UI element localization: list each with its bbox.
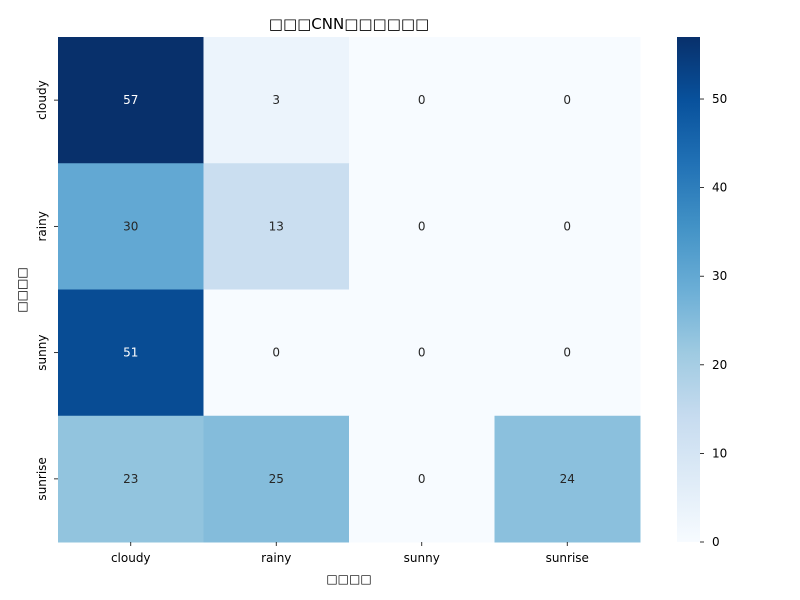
cell-value-label: 57: [123, 93, 138, 107]
cell-value-label: 0: [563, 346, 571, 360]
colorbar-tick-label: 10: [712, 446, 727, 460]
y-axis-label: □□□□: [15, 267, 29, 312]
heatmap-cell: [494, 415, 641, 543]
heatmap-cells: [58, 37, 641, 543]
chart-title: □□□CNN□□□□□□: [269, 15, 429, 33]
cell-value-label: 25: [269, 472, 284, 486]
heatmap-cell: [349, 415, 495, 543]
x-tick-label: rainy: [261, 551, 291, 565]
cell-value-label: 0: [563, 219, 571, 233]
cell-value-label: 0: [418, 472, 426, 486]
heatmap-cell: [58, 289, 204, 417]
colorbar-tick-label: 20: [712, 358, 727, 372]
y-tick-label: sunrise: [35, 457, 49, 500]
y-tick-label: cloudy: [35, 80, 49, 120]
colorbar-tick-label: 30: [712, 269, 727, 283]
cell-value-label: 0: [418, 219, 426, 233]
cell-value-label: 0: [563, 93, 571, 107]
heatmap-cell: [494, 289, 641, 417]
x-tick-label: sunrise: [546, 551, 589, 565]
heatmap-cell: [58, 163, 204, 290]
y-tick-label: rainy: [35, 211, 49, 241]
heatmap-cell: [58, 37, 204, 164]
colorbar-tick-label: 50: [712, 92, 727, 106]
heatmap-cell: [349, 289, 495, 417]
cell-value-label: 30: [123, 219, 138, 233]
x-axis: cloudy rainy sunny sunrise: [111, 542, 589, 565]
x-tick-label: sunny: [404, 551, 440, 565]
heatmap-cell: [349, 163, 495, 290]
cell-value-label: 13: [269, 219, 284, 233]
heatmap-cell: [203, 289, 350, 417]
cell-value-label: 0: [272, 346, 280, 360]
heatmap-cell-labels: 57 3 0 030 13 0 051 0 0 023 25 0 24: [123, 93, 575, 486]
x-tick-label: cloudy: [111, 551, 151, 565]
cell-value-label: 24: [560, 472, 575, 486]
heatmap-cell: [203, 163, 350, 290]
colorbar-gradient: [677, 37, 700, 542]
cell-value-label: 0: [418, 93, 426, 107]
heatmap-cell: [494, 163, 641, 290]
cell-value-label: 51: [123, 346, 138, 360]
y-axis: cloudy rainy sunny sunrise: [35, 80, 58, 501]
heatmap-cell: [203, 415, 350, 543]
cell-value-label: 23: [123, 472, 138, 486]
cell-value-label: 3: [272, 93, 280, 107]
cell-value-label: 0: [418, 346, 426, 360]
colorbar-tick-label: 0: [712, 535, 720, 549]
x-axis-label: □□□□: [326, 572, 371, 586]
y-tick-label: sunny: [35, 335, 49, 371]
heatmap-cell: [58, 415, 204, 543]
colorbar: 0 10 20 30 40 50: [677, 37, 727, 549]
colorbar-tick-label: 40: [712, 181, 727, 195]
heatmap-cell: [494, 37, 641, 164]
heatmap-cell: [349, 37, 495, 164]
heatmap-cell: [203, 37, 350, 164]
